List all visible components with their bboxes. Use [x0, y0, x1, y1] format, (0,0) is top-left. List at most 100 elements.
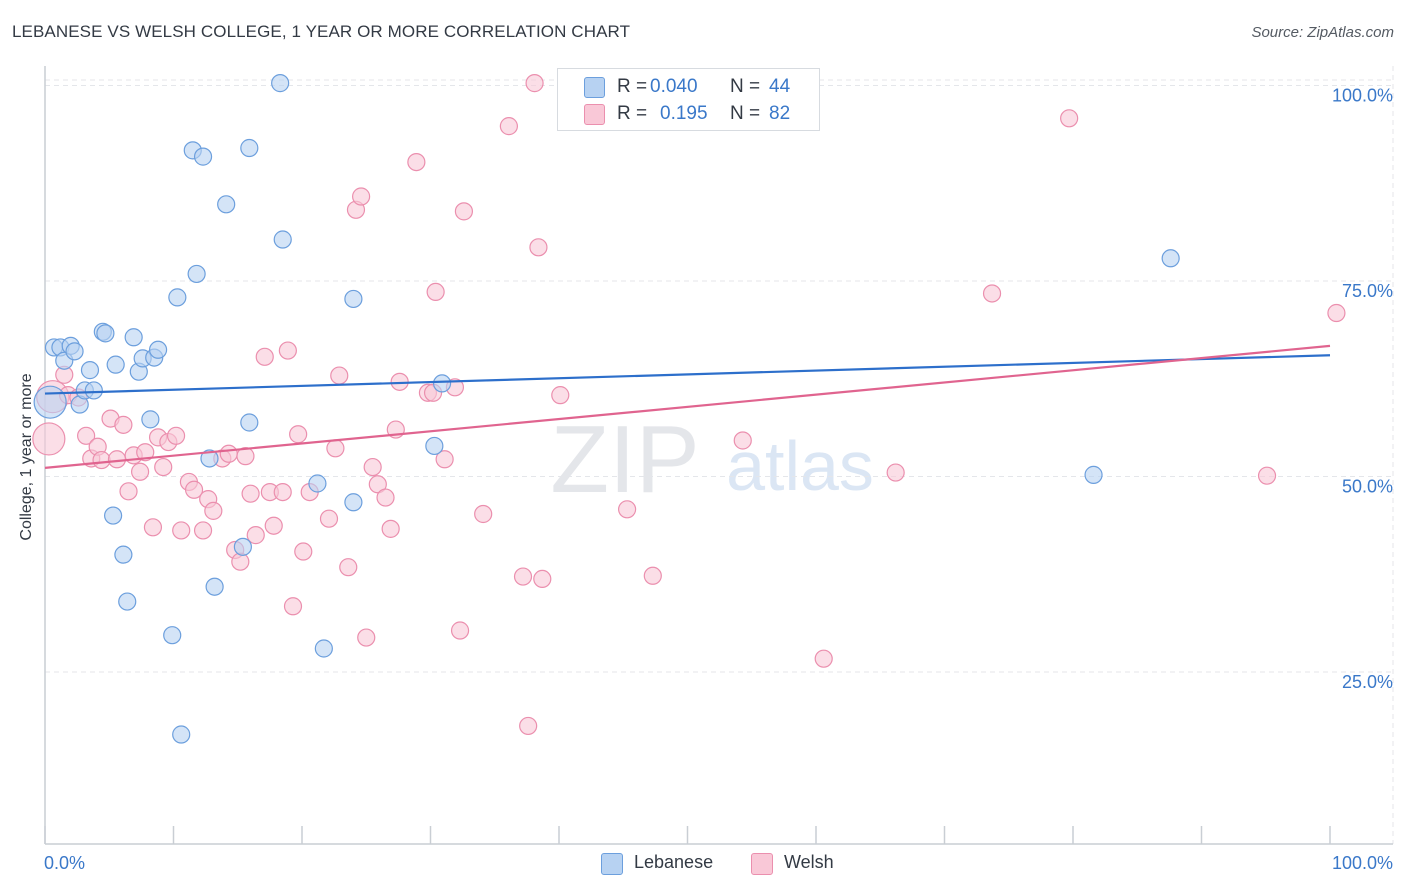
welsh-point [525, 74, 544, 93]
lebanese-point [124, 328, 143, 347]
welsh-point [376, 488, 395, 507]
welsh-r-value: 0.195 [660, 103, 708, 124]
welsh-point [289, 425, 308, 444]
welsh-legend-swatch [751, 853, 773, 875]
welsh-point [241, 484, 260, 503]
welsh-point [255, 347, 274, 366]
lebanese-point [240, 138, 259, 158]
lebanese-point [273, 230, 292, 249]
welsh-point [119, 482, 138, 501]
lebanese-point [217, 195, 236, 214]
welsh-point [499, 117, 518, 136]
lebanese-point [308, 474, 327, 493]
lebanese-point [233, 537, 252, 556]
lebanese-point [141, 410, 160, 429]
welsh-point [143, 518, 163, 537]
lebanese-point [193, 147, 213, 166]
welsh-point [1060, 109, 1079, 128]
welsh-point [454, 202, 474, 221]
x-tick-label-min: 0.0% [44, 853, 85, 873]
lebanese-point [240, 413, 259, 432]
lebanese-legend-label: Lebanese [634, 852, 714, 872]
lebanese-point [148, 340, 168, 359]
welsh-point [107, 450, 127, 469]
welsh-point [172, 521, 191, 540]
welsh-point [319, 509, 339, 528]
welsh-point [1327, 303, 1346, 323]
welsh-point [130, 462, 150, 481]
lebanese-point [314, 639, 333, 658]
welsh-swatch [584, 104, 605, 125]
lebanese-r-value: 0.040 [650, 76, 698, 97]
welsh-point [814, 649, 833, 668]
lebanese-point [65, 342, 84, 361]
lebanese-point [114, 545, 133, 564]
welsh-n-label: N = [730, 103, 761, 124]
lebanese-point [104, 506, 123, 525]
welsh-point [435, 450, 454, 469]
watermark-zip: ZIP [550, 406, 699, 513]
welsh-point [193, 521, 213, 540]
welsh-point [264, 516, 283, 535]
welsh-point [352, 187, 371, 206]
welsh-point [363, 457, 382, 477]
y-tick-label: 25.0% [1342, 672, 1393, 692]
welsh-r-label: R = [617, 103, 648, 124]
chart-title: LEBANESE VS WELSH COLLEGE, 1 YEAR OR MOR… [12, 22, 631, 41]
welsh-point [733, 431, 752, 450]
welsh-point [529, 238, 548, 257]
welsh-point [231, 552, 250, 571]
welsh-point [357, 628, 376, 647]
y-tick-label: 100.0% [1332, 85, 1393, 105]
welsh-point [551, 386, 570, 405]
welsh-point [381, 519, 400, 538]
welsh-point [513, 567, 533, 586]
welsh-n-value: 82 [769, 103, 791, 124]
lebanese-point [172, 725, 191, 744]
lebanese-point [163, 626, 182, 645]
y-tick-label: 75.0% [1342, 281, 1393, 301]
welsh-point [219, 444, 238, 463]
lebanese-r-label: R = [617, 76, 648, 97]
lebanese-point [1084, 465, 1103, 484]
lebanese-legend-swatch [601, 853, 623, 875]
welsh-legend-label: Welsh [784, 852, 834, 872]
welsh-point [184, 480, 204, 499]
lebanese-point [344, 493, 363, 512]
welsh-point [204, 501, 223, 520]
x-tick-label-max: 100.0% [1332, 853, 1393, 873]
welsh-point [283, 597, 303, 616]
source-label: Source: ZipAtlas.com [1251, 24, 1394, 41]
welsh-point [330, 366, 349, 385]
lebanese-point [344, 289, 363, 309]
welsh-point [886, 463, 905, 482]
welsh-point [1257, 466, 1277, 485]
welsh-point [326, 439, 345, 458]
y-tick-label: 50.0% [1342, 476, 1393, 496]
tick-labels: 25.0% 50.0% 75.0% 100.0% 0.0% 100.0% [44, 85, 1393, 873]
welsh-trend-line [44, 344, 1331, 469]
welsh-points [32, 74, 1346, 736]
welsh-point [236, 447, 255, 466]
welsh-point [273, 483, 292, 502]
welsh-point [166, 426, 186, 445]
welsh-point [77, 426, 96, 445]
welsh-point [982, 284, 1002, 303]
welsh-point [154, 457, 173, 477]
welsh-point [114, 415, 133, 434]
welsh-point [136, 443, 155, 462]
lebanese-point [80, 361, 100, 380]
lebanese-point [432, 374, 452, 393]
lebanese-point [118, 592, 137, 611]
lebanese-point [168, 288, 187, 307]
welsh-point [294, 542, 313, 561]
watermark: ZIP atlas [550, 406, 874, 513]
lebanese-point [187, 264, 206, 284]
lebanese-n-value: 44 [769, 76, 791, 97]
welsh-point [32, 422, 66, 456]
lebanese-point [33, 385, 67, 419]
lebanese-n-label: N = [730, 76, 761, 97]
grid [45, 66, 1394, 844]
lebanese-point [84, 381, 103, 400]
